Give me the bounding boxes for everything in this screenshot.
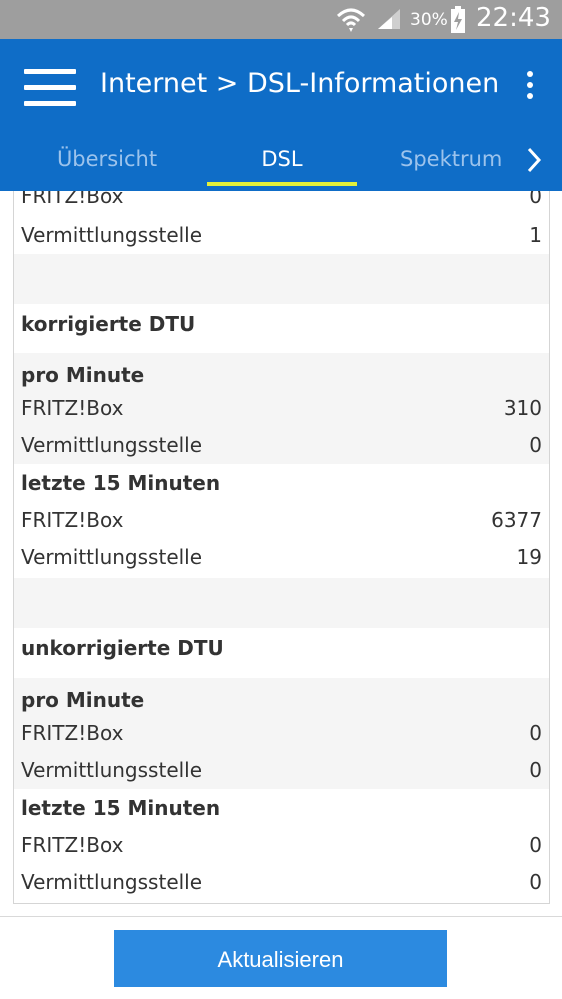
row-label: Vermittlungsstelle bbox=[21, 433, 203, 457]
more-vert-icon[interactable] bbox=[522, 71, 538, 103]
row-value: 0 bbox=[529, 870, 542, 894]
row-label: FRITZ!Box bbox=[21, 721, 124, 745]
status-bar: 30% 22:43 bbox=[0, 0, 562, 39]
tab-bar: Übersicht DSL Spektrum bbox=[0, 137, 562, 191]
row-value: 310 bbox=[503, 396, 542, 420]
row-label: FRITZ!Box bbox=[21, 833, 124, 857]
chevron-right-icon[interactable] bbox=[516, 137, 552, 191]
battery-percent: 30% bbox=[410, 10, 448, 30]
menu-icon[interactable] bbox=[24, 69, 76, 106]
row-value: 0 bbox=[529, 191, 542, 208]
battery-charging-icon bbox=[451, 6, 465, 33]
subsection-header: letzte 15 Minuten bbox=[14, 465, 549, 502]
row-value: 19 bbox=[516, 545, 542, 569]
list-item: Vermittlungsstelle 0 bbox=[14, 864, 549, 901]
subsection-header: letzte 15 Minuten bbox=[14, 790, 549, 827]
wifi-icon bbox=[336, 8, 366, 32]
app-bar: Internet > DSL-Informationen Übersicht D… bbox=[0, 39, 562, 191]
row-label: Vermittlungsstelle bbox=[21, 223, 203, 247]
row-label: letzte 15 Minuten bbox=[21, 471, 221, 495]
list-item: Vermittlungsstelle 0 bbox=[14, 427, 549, 464]
row-label: letzte 15 Minuten bbox=[21, 796, 221, 820]
row-label: Vermittlungsstelle bbox=[21, 545, 203, 569]
row-label: korrigierte DTU bbox=[21, 312, 196, 336]
tab-dsl[interactable]: DSL bbox=[207, 137, 357, 191]
list-item: Vermittlungsstelle 19 bbox=[14, 539, 549, 576]
row-label: unkorrigierte DTU bbox=[21, 636, 224, 660]
tab-label: DSL bbox=[261, 147, 303, 171]
row-label: pro Minute bbox=[21, 688, 145, 712]
list-item: FRITZ!Box 6377 bbox=[14, 502, 549, 539]
row-label: FRITZ!Box bbox=[21, 396, 124, 420]
row-value: 0 bbox=[529, 758, 542, 782]
clock: 22:43 bbox=[476, 3, 551, 33]
tab-spektrum[interactable]: Spektrum bbox=[400, 137, 506, 191]
row-label: FRITZ!Box bbox=[21, 191, 124, 208]
row-value: 0 bbox=[529, 833, 542, 857]
row-value: 6377 bbox=[491, 508, 542, 532]
row-value: 1 bbox=[529, 223, 542, 247]
subsection-header: pro Minute bbox=[14, 678, 549, 715]
section-spacer bbox=[14, 578, 549, 628]
row-label: pro Minute bbox=[21, 363, 145, 387]
section-spacer bbox=[14, 254, 549, 304]
row-value: 0 bbox=[529, 433, 542, 457]
page-title: Internet > DSL-Informationen bbox=[100, 68, 500, 99]
list-item: FRITZ!Box 0 bbox=[14, 715, 549, 752]
list-item: Vermittlungsstelle 0 bbox=[14, 752, 549, 789]
dsl-statistics-card: FRITZ!Box 0 Vermittlungsstelle 1 korrigi… bbox=[13, 191, 550, 904]
signal-icon bbox=[378, 9, 400, 29]
row-label: Vermittlungsstelle bbox=[21, 758, 203, 782]
row-label: FRITZ!Box bbox=[21, 508, 124, 532]
list-item: FRITZ!Box 0 bbox=[14, 191, 549, 215]
tab-indicator bbox=[207, 182, 357, 186]
section-header: korrigierte DTU bbox=[14, 304, 549, 353]
list-item: FRITZ!Box 310 bbox=[14, 390, 549, 427]
list-item: FRITZ!Box 0 bbox=[14, 827, 549, 864]
divider bbox=[0, 916, 562, 917]
tab-label: Übersicht bbox=[56, 147, 158, 171]
refresh-button[interactable]: Aktualisieren bbox=[114, 930, 447, 987]
row-label: Vermittlungsstelle bbox=[21, 870, 203, 894]
subsection-header: pro Minute bbox=[14, 353, 549, 390]
tab-overview[interactable]: Übersicht bbox=[30, 137, 184, 191]
row-value: 0 bbox=[529, 721, 542, 745]
section-header: unkorrigierte DTU bbox=[14, 628, 549, 678]
tab-label: Spektrum bbox=[400, 147, 503, 171]
list-item: Vermittlungsstelle 1 bbox=[14, 217, 549, 254]
